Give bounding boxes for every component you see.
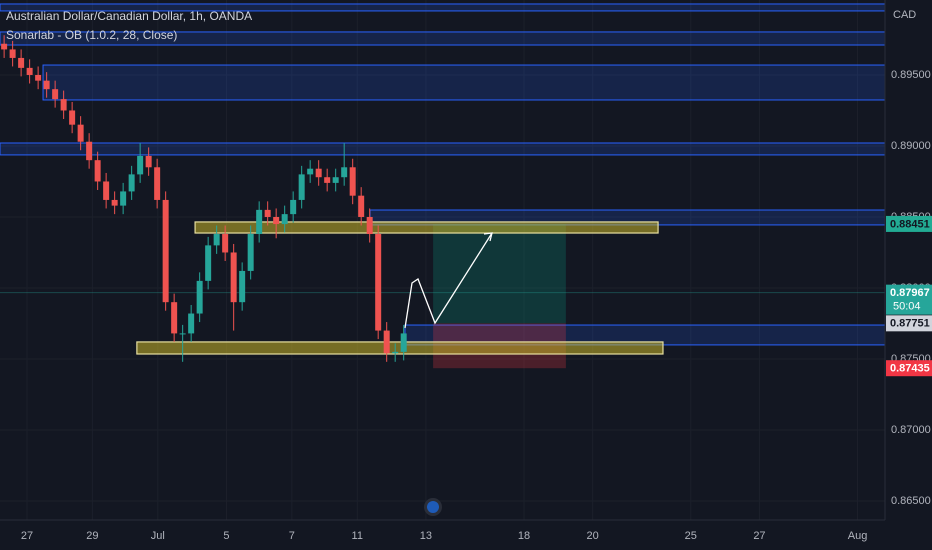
icon-flag (427, 501, 439, 513)
candle-body (273, 216, 280, 225)
candle-body (26, 67, 33, 75)
grid (0, 0, 885, 520)
indicator-label: Sonarlab - OB (1.0.2, 28, Close) (6, 28, 177, 42)
candle-body (222, 234, 229, 253)
candle-body (256, 209, 263, 235)
candle-body (86, 141, 93, 161)
candle-body (307, 168, 314, 175)
price-badge-label: 0.88451 (890, 218, 930, 230)
x-tick-label: 11 (352, 530, 363, 542)
price-badge (886, 315, 932, 332)
support-resistance-zone (136, 341, 664, 355)
candle-body (94, 160, 101, 182)
candle-body (230, 252, 237, 303)
candle-body (298, 174, 305, 200)
candle-body (205, 245, 212, 281)
candle-body (290, 199, 297, 215)
order-block (42, 64, 886, 101)
candle-body (179, 333, 186, 335)
price-badge (886, 284, 932, 315)
candle-body (239, 270, 246, 303)
x-tick-label: 29 (86, 530, 98, 542)
candle-body (60, 99, 67, 111)
x-tick-label: Aug (848, 530, 868, 542)
countdown: 50:04 (893, 301, 921, 313)
profit-zone (433, 223, 566, 324)
candle-body (188, 313, 195, 334)
price-badge (886, 215, 932, 232)
y-tick-label: 0.89500 (891, 69, 931, 81)
arrow-path (404, 232, 493, 329)
candle-body (103, 181, 110, 200)
candle-body (324, 177, 331, 183)
x-tick-label: 7 (289, 530, 295, 542)
trade-arrows (404, 232, 493, 329)
candles (1, 35, 407, 362)
x-tick-label: 27 (753, 530, 765, 542)
candle-body (349, 167, 356, 196)
candle-body (196, 280, 203, 314)
event-icon (424, 498, 442, 516)
x-tick-label: 27 (21, 530, 33, 542)
candle-body (154, 167, 161, 200)
candle-body (69, 110, 76, 125)
candle-body (145, 155, 152, 168)
candle-body (18, 57, 25, 68)
candle-body (35, 74, 42, 81)
candle-body (213, 234, 220, 246)
candle-body (120, 191, 127, 206)
x-tick-label: 20 (587, 530, 599, 542)
candle-body (383, 330, 390, 354)
price-badge-label: 0.87435 (890, 363, 930, 375)
price-badges: 0.88451 0.87967 50:04 0.87751 0.87435 (886, 215, 932, 377)
y-tick-label: 0.89000 (891, 140, 931, 152)
candle-body (162, 199, 169, 303)
candle-body (341, 167, 348, 178)
candle-body (358, 195, 365, 217)
candle-body (128, 174, 135, 192)
currency: CAD (893, 9, 916, 21)
candle-body (1, 43, 8, 50)
x-tick-label: 5 (223, 530, 229, 542)
x-tick-label: Jul (151, 530, 165, 542)
price-badge-label: 0.87751 (890, 318, 930, 330)
order-block (0, 142, 886, 156)
zones (0, 3, 886, 369)
candle-body (247, 234, 254, 271)
chart-title: Australian Dollar/Canadian Dollar, 1h, O… (6, 9, 252, 23)
candle-body (137, 155, 144, 175)
y-tick-label: 0.86500 (891, 495, 931, 507)
candle-body (400, 333, 407, 352)
y-tick-label: 0.87000 (891, 424, 931, 436)
candle-body (52, 89, 59, 100)
candle-body (332, 177, 339, 183)
x-tick-label: 25 (685, 530, 697, 542)
candle-body (77, 124, 84, 142)
x-tick-label: 13 (420, 530, 432, 542)
arrow-head (483, 232, 493, 242)
candle-body (264, 209, 271, 217)
candle-body (315, 168, 322, 178)
candle-body (43, 80, 50, 90)
price-badge-label: 0.87967 (890, 287, 930, 299)
x-tick-label: 18 (518, 530, 530, 542)
candle-body (366, 216, 373, 235)
candle-body (375, 234, 382, 331)
candle-body (392, 351, 399, 354)
candle-body (9, 49, 16, 58)
support-resistance-zone (194, 221, 659, 234)
price-badge (886, 360, 932, 377)
candle-body (171, 302, 178, 334)
candle-body (111, 199, 118, 206)
candle-body (281, 214, 288, 225)
